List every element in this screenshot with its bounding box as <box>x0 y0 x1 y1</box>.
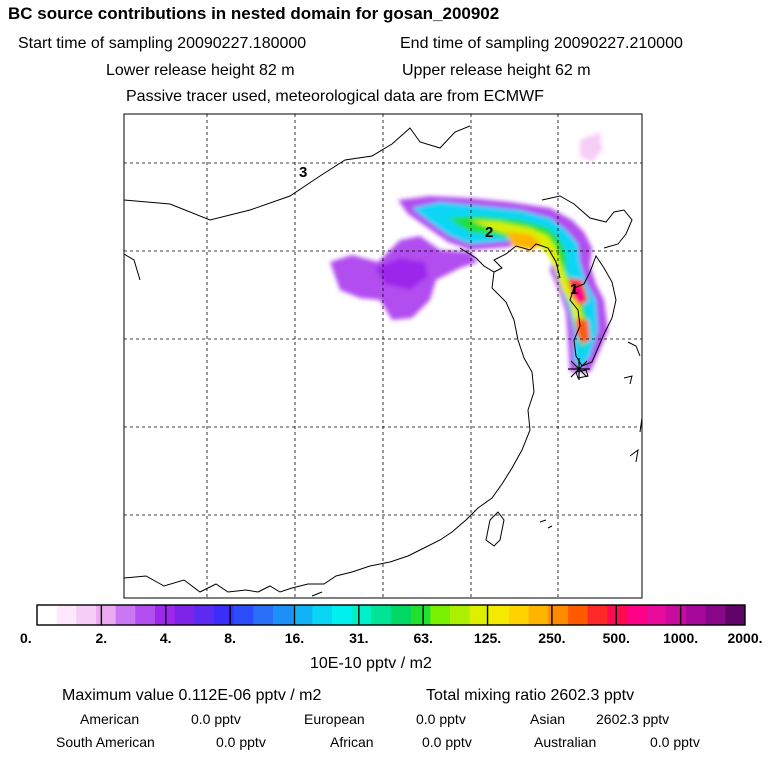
european-label: European <box>304 711 365 727</box>
coast-bohai <box>459 243 561 279</box>
border-northeast <box>541 195 633 249</box>
colorbar-cell <box>528 605 549 625</box>
coast-hainan <box>311 591 323 597</box>
colorbar-cell <box>115 605 136 625</box>
colorbar-tick-label: 16. <box>284 630 305 646</box>
australian-label: Australian <box>534 734 597 750</box>
plume-band-yellow <box>470 220 584 340</box>
colorbar-tick-label: 250. <box>538 630 566 646</box>
asian-value: 2602.3 pptv <box>596 711 670 727</box>
plume <box>330 132 608 372</box>
colorbar-cell <box>450 605 471 625</box>
colorbar-cell <box>273 605 294 625</box>
african-value: 0.0 pptv <box>422 734 472 750</box>
end-time: End time of sampling 20090227.210000 <box>400 35 683 52</box>
lower-release-height: Lower release height 82 m <box>106 62 295 79</box>
colorbar-cell <box>351 605 372 625</box>
maximum-value: Maximum value 0.112E-06 pptv / m2 <box>62 687 322 704</box>
tracer-note: Passive tracer used, meteorological data… <box>126 88 544 105</box>
colorbar-cell <box>96 605 117 625</box>
african-label: African <box>330 734 374 750</box>
border-southwest <box>124 575 259 593</box>
coast-taiwan <box>485 511 505 547</box>
colorbar-cell <box>568 605 589 625</box>
colorbar-unit-label: 10E-10 pptv / m2 <box>310 655 432 672</box>
colorbar-cell <box>312 605 333 625</box>
south-american-label: South American <box>56 734 155 750</box>
colorbar-cell <box>705 605 726 625</box>
colorbar-tick-label: 0. <box>20 630 32 646</box>
colorbar-cell <box>37 605 58 625</box>
colorbar-cell <box>607 605 628 625</box>
colorbar-cell <box>332 605 353 625</box>
colorbar-cell <box>725 605 746 625</box>
coast-south-china <box>257 547 425 593</box>
australian-value: 0.0 pptv <box>650 734 700 750</box>
coast-japan <box>623 341 642 463</box>
plume-core-magenta <box>572 286 584 302</box>
receptor-star-icon <box>568 358 590 380</box>
border-north <box>124 125 471 221</box>
colorbar-cell <box>686 605 707 625</box>
border-west <box>124 253 141 281</box>
total-mixing-ratio: Total mixing ratio 2602.3 pptv <box>426 687 635 704</box>
colorbar-cell <box>646 605 667 625</box>
south-american-value: 0.0 pptv <box>216 734 266 750</box>
colorbar-tick-label: 125. <box>473 630 502 646</box>
colorbar-tick-label: 8. <box>224 630 236 646</box>
colorbar-cell <box>56 605 77 625</box>
colorbar-cell <box>666 605 687 625</box>
plume-core-orange <box>506 232 542 250</box>
asian-label: Asian <box>530 711 566 727</box>
coast-jeju <box>575 369 589 379</box>
american-value: 0.0 pptv <box>191 711 241 727</box>
colorbar-cell <box>174 605 195 625</box>
colorbar-cell <box>469 605 490 625</box>
colorbar-cell <box>233 605 254 625</box>
coast-east-china <box>423 271 535 549</box>
colorbar-cell <box>253 605 274 625</box>
colorbar-tick-label: 4. <box>159 630 172 646</box>
colorbar-cell <box>509 605 530 625</box>
colorbar-cell <box>627 605 648 625</box>
colorbar-cell <box>135 605 156 625</box>
colorbar-cell <box>489 605 510 625</box>
colorbar-tick-label: 63. <box>413 630 433 646</box>
upper-release-height: Upper release height 62 m <box>402 62 591 79</box>
american-label: American <box>80 711 140 727</box>
colorbar-cell <box>430 605 451 625</box>
colorbar-tick-label: 31. <box>349 630 369 646</box>
colorbar-tick-label: 2000. <box>727 630 763 646</box>
marker-1: 1 <box>570 281 578 298</box>
colorbar-cell <box>76 605 97 625</box>
colorbar-cell <box>214 605 235 625</box>
figure-title: BC source contributions in nested domain… <box>8 4 500 23</box>
start-time: Start time of sampling 20090227.180000 <box>18 35 307 52</box>
colorbar-cell <box>391 605 412 625</box>
colorbar-tick-label: 1000. <box>663 630 699 646</box>
plume-lilac-north <box>580 132 602 162</box>
marker-2: 2 <box>485 224 493 241</box>
european-value: 0.0 pptv <box>416 711 466 727</box>
marker-3: 3 <box>299 164 307 181</box>
colorbar-cell <box>410 605 431 625</box>
colorbar-tick-label: 500. <box>602 630 630 646</box>
grid-lines <box>124 114 642 598</box>
plume-violet-west-core <box>375 258 428 290</box>
colorbar-cell <box>548 605 569 625</box>
map-frame <box>123 113 643 599</box>
colorbar-cell <box>292 605 313 625</box>
colorbar-cell <box>587 605 608 625</box>
colorbar-cell <box>194 605 215 625</box>
colorbar-frame <box>36 604 746 626</box>
colorbar-cell <box>371 605 392 625</box>
coast-islands <box>539 519 553 529</box>
colorbar-tick-label: 2. <box>95 630 108 646</box>
